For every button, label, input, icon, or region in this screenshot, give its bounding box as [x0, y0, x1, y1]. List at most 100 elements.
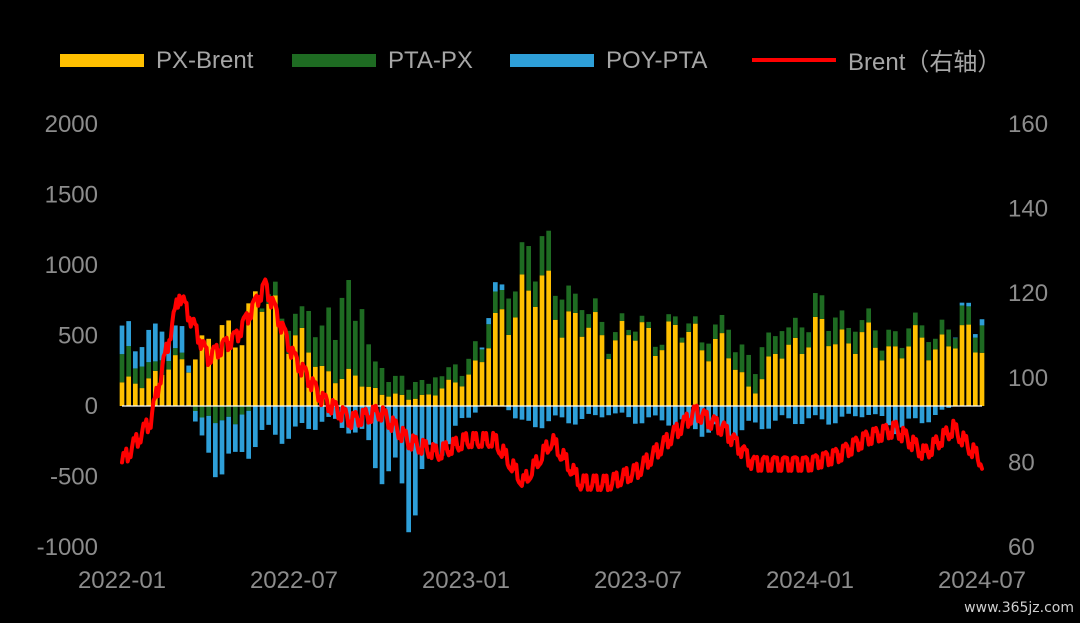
bar-px-brent [733, 369, 738, 406]
bar-pta-px [126, 346, 131, 377]
bar-px-brent [693, 323, 698, 406]
bar-pta-px [353, 320, 358, 376]
bar-pta-px [913, 312, 918, 326]
bar-pta-px [773, 336, 778, 354]
bar-px-brent [946, 346, 951, 406]
bar-pta-px [473, 341, 478, 361]
bar-poy-pta [646, 406, 651, 418]
bar-poy-pta [866, 406, 871, 415]
bar-px-brent [253, 291, 258, 406]
bar-poy-pta [546, 406, 551, 422]
bar-px-brent [466, 374, 471, 406]
bar-pta-px [966, 306, 971, 325]
bar-px-brent [539, 275, 545, 406]
bar-px-brent [699, 350, 705, 406]
bar-px-brent [559, 337, 565, 406]
bar-poy-pta [473, 406, 478, 413]
bar-poy-pta [899, 406, 905, 428]
bar-pta-px [779, 331, 785, 359]
bar-poy-pta [393, 406, 398, 458]
bar-pta-px [306, 310, 311, 353]
bar-pta-px [193, 406, 198, 411]
bar-pta-px [953, 338, 958, 349]
bar-poy-pta [553, 406, 558, 416]
bar-px-brent [886, 346, 891, 406]
bar-pta-px [313, 337, 318, 367]
bar-poy-pta [533, 406, 538, 428]
bar-pta-px [199, 406, 205, 418]
x-axis-ticks: 2022-01 2022-07 2023-01 2023-07 2024-01 2024-… [78, 567, 1026, 594]
bar-poy-pta [193, 410, 198, 422]
bar-pta-px [379, 367, 385, 395]
bar-px-brent [573, 312, 578, 406]
bar-pta-px [566, 285, 571, 312]
left-tick-label: -500 [50, 464, 98, 491]
bar-poy-pta [633, 406, 638, 424]
bar-poy-pta [833, 406, 838, 424]
bar-px-brent [806, 347, 811, 406]
bar-poy-pta [239, 414, 245, 452]
bar-px-brent [753, 393, 758, 406]
bar-px-brent [333, 383, 338, 406]
bar-px-brent [966, 324, 971, 406]
legend-swatch-poy-pta [510, 54, 594, 67]
bar-px-brent [413, 398, 418, 406]
left-tick-label: 0 [85, 393, 98, 420]
bar-poy-pta [319, 406, 325, 422]
bar-poy-pta [786, 406, 791, 419]
bar-pta-px [726, 329, 731, 359]
bar-pta-px [526, 246, 531, 291]
bar-pta-px [959, 305, 965, 326]
bar-px-brent [506, 334, 511, 406]
bar-pta-px [119, 354, 125, 383]
bar-px-brent [793, 337, 798, 406]
bar-poy-pta [746, 406, 751, 421]
bar-px-brent [193, 359, 198, 406]
bar-px-brent [393, 393, 398, 406]
bar-poy-pta [679, 406, 685, 420]
bar-poy-pta [906, 406, 911, 419]
bar-px-brent [199, 335, 205, 406]
bar-poy-pta [873, 406, 878, 415]
bar-px-brent [659, 350, 665, 406]
bar-px-brent [566, 311, 571, 406]
bar-px-brent [379, 394, 385, 406]
bar-pta-px [926, 342, 931, 361]
bar-poy-pta [253, 406, 258, 448]
bar-pta-px [453, 364, 458, 383]
bar-pta-px [646, 321, 651, 328]
bar-poy-pta [306, 406, 311, 429]
bar-poy-pta [793, 406, 798, 425]
bar-pta-px [413, 382, 418, 399]
bar-pta-px [533, 281, 538, 307]
bar-px-brent [819, 318, 825, 406]
left-axis-ticks: 2000 1500 1000 500 0 -500 -1000 [37, 111, 98, 561]
bar-pta-px [653, 346, 658, 356]
bar-poy-pta [779, 406, 785, 416]
bar-poy-pta [486, 318, 491, 325]
watermark-text: www.365jz.com [964, 600, 1074, 616]
bar-px-brent [633, 340, 638, 406]
bar-poy-pta [153, 323, 158, 362]
bar-px-brent [426, 394, 431, 406]
left-tick-label: 2000 [45, 111, 98, 138]
bar-pta-px [166, 360, 171, 370]
legend-label-px-brent: PX-Brent [156, 47, 254, 74]
bar-pta-px [359, 309, 365, 387]
bar-pta-px [906, 328, 911, 347]
bar-poy-pta [279, 406, 285, 444]
bar-px-brent [513, 317, 518, 406]
bar-pta-px [399, 375, 405, 395]
bar-pta-px [633, 331, 638, 341]
bar-px-brent [533, 306, 538, 406]
bar-px-brent [639, 322, 645, 406]
bar-poy-pta [733, 406, 738, 441]
bar-pta-px [219, 406, 225, 421]
bar-pta-px [686, 323, 691, 332]
bar-px-brent [786, 344, 791, 406]
bar-pta-px [493, 291, 498, 313]
bar-pta-px [979, 325, 985, 353]
bar-pta-px [699, 342, 705, 351]
bar-poy-pta [526, 406, 531, 421]
bar-px-brent [279, 329, 285, 406]
